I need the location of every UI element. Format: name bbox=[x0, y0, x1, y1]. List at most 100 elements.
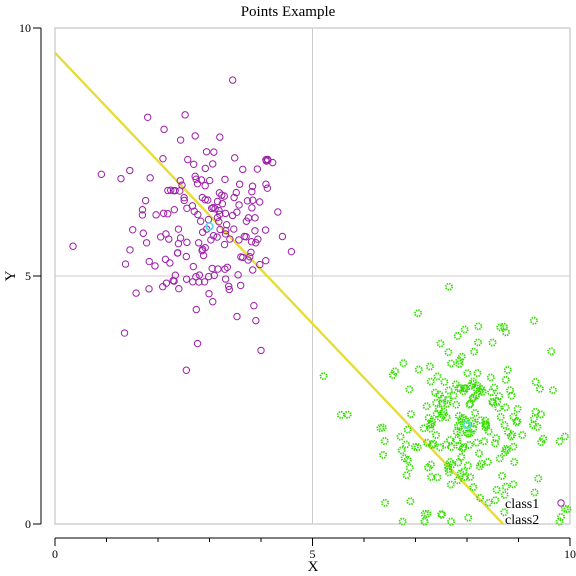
class2-point bbox=[343, 410, 352, 419]
grid-lines bbox=[54, 27, 571, 525]
class1-point bbox=[151, 262, 159, 270]
class2-point bbox=[420, 509, 429, 518]
class1-point bbox=[222, 221, 231, 229]
class2-point bbox=[483, 457, 492, 466]
class2-point bbox=[427, 420, 436, 429]
class2-point bbox=[436, 339, 445, 348]
class2-point bbox=[440, 377, 449, 386]
class1-point bbox=[215, 217, 223, 226]
class2-point bbox=[454, 476, 463, 485]
class2-point bbox=[488, 338, 497, 347]
class1-point bbox=[167, 186, 175, 194]
class1-point bbox=[164, 210, 172, 218]
class2-point bbox=[510, 458, 519, 467]
class2-point bbox=[466, 473, 475, 482]
class1-point bbox=[234, 271, 242, 279]
class2-point bbox=[444, 348, 453, 357]
class1-point bbox=[138, 206, 147, 214]
class1-point bbox=[221, 230, 230, 238]
class2-point bbox=[457, 452, 466, 461]
class1-point bbox=[248, 182, 257, 190]
class1-point bbox=[247, 238, 256, 246]
class2-point bbox=[499, 322, 508, 331]
class2-point bbox=[476, 493, 485, 502]
class2-point bbox=[426, 420, 435, 429]
class1-point bbox=[221, 209, 230, 218]
class2-point bbox=[469, 393, 478, 402]
class2-point bbox=[414, 365, 423, 374]
class2-point bbox=[444, 465, 453, 474]
class1-point bbox=[138, 211, 147, 219]
class2-point bbox=[474, 338, 483, 347]
class2-point bbox=[457, 415, 466, 424]
class2-point bbox=[468, 416, 477, 425]
class1-point bbox=[180, 193, 188, 202]
class1-point bbox=[278, 232, 287, 241]
x-tick-label: 5 bbox=[310, 547, 316, 561]
class1-point bbox=[256, 198, 264, 206]
class1-point bbox=[205, 290, 213, 298]
class2-point bbox=[530, 414, 539, 423]
class2-point bbox=[490, 383, 499, 392]
class2-point bbox=[445, 282, 454, 291]
class1-point bbox=[166, 259, 174, 267]
class1-point bbox=[182, 252, 191, 261]
class1-point bbox=[244, 256, 252, 264]
class2-point bbox=[396, 432, 405, 441]
class2-point bbox=[425, 362, 434, 371]
class2-point bbox=[459, 467, 468, 476]
class1-point bbox=[252, 239, 260, 247]
class2-point bbox=[454, 458, 463, 467]
class1-point bbox=[249, 196, 257, 204]
class2-point bbox=[465, 440, 474, 449]
class2-point bbox=[547, 347, 556, 356]
class2-point bbox=[464, 429, 473, 438]
class2-point bbox=[443, 399, 452, 408]
y-axis-label: Y bbox=[3, 270, 19, 281]
class1-point bbox=[235, 236, 243, 244]
class1-point bbox=[230, 193, 238, 202]
class1-point bbox=[215, 189, 224, 197]
class1-point bbox=[243, 197, 252, 205]
class1-point bbox=[189, 262, 198, 271]
class2-point bbox=[472, 391, 481, 400]
class2-point bbox=[420, 517, 429, 526]
class1-centroid bbox=[205, 222, 214, 231]
class1-point bbox=[223, 263, 232, 271]
class2-point bbox=[463, 429, 472, 438]
class1-point bbox=[190, 160, 198, 168]
class2-point bbox=[399, 359, 408, 368]
class1-point bbox=[204, 272, 213, 281]
class1-point bbox=[180, 196, 188, 205]
class2-point bbox=[487, 388, 496, 397]
class2-point bbox=[537, 438, 546, 447]
class1-point bbox=[213, 213, 222, 222]
class2-point bbox=[475, 462, 484, 471]
class2-point bbox=[460, 325, 469, 334]
class1-point bbox=[216, 225, 224, 234]
class1-point bbox=[207, 236, 215, 244]
class2-point bbox=[426, 424, 435, 433]
class2-point bbox=[473, 381, 482, 390]
class1-point bbox=[198, 247, 206, 255]
class2-point bbox=[424, 413, 433, 422]
class2-point bbox=[506, 386, 515, 395]
class2-point bbox=[403, 455, 412, 464]
class1-point bbox=[236, 281, 245, 290]
class2-point bbox=[455, 359, 464, 368]
class2-point bbox=[439, 407, 448, 416]
class2-point bbox=[508, 430, 517, 439]
class1-point bbox=[121, 260, 130, 268]
class2-point bbox=[539, 434, 548, 443]
class1-point bbox=[262, 155, 270, 164]
class1-point bbox=[287, 247, 296, 256]
class1-point bbox=[253, 165, 262, 173]
class2-point bbox=[446, 480, 455, 489]
axes: 0 5 10 0 5 10 bbox=[19, 21, 576, 561]
class2-point bbox=[504, 428, 513, 437]
class2-point bbox=[480, 437, 489, 446]
class1-point bbox=[235, 180, 244, 188]
class2-point bbox=[481, 423, 490, 432]
class2-point bbox=[447, 442, 456, 451]
class2-point bbox=[503, 366, 512, 375]
